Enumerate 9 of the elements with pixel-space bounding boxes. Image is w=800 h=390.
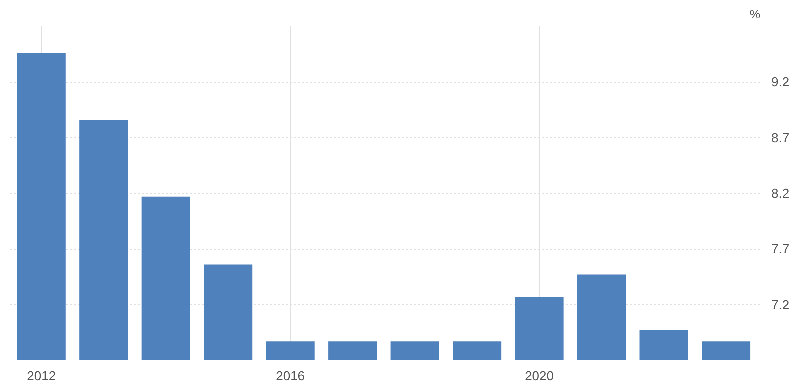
y-axis-title: % [750, 8, 761, 22]
y-tick-label: 8.2 [772, 186, 790, 201]
y-tick-label: 8.7 [772, 130, 790, 146]
x-tick-label: 2020 [525, 368, 554, 384]
x-tick-label: 2016 [276, 368, 306, 384]
x-tick-label: 2012 [27, 368, 56, 384]
y-tick-label: 7.7 [772, 242, 790, 257]
y-tick-label: 7.2 [772, 297, 790, 312]
y-tick-label: 9.2 [772, 74, 790, 90]
